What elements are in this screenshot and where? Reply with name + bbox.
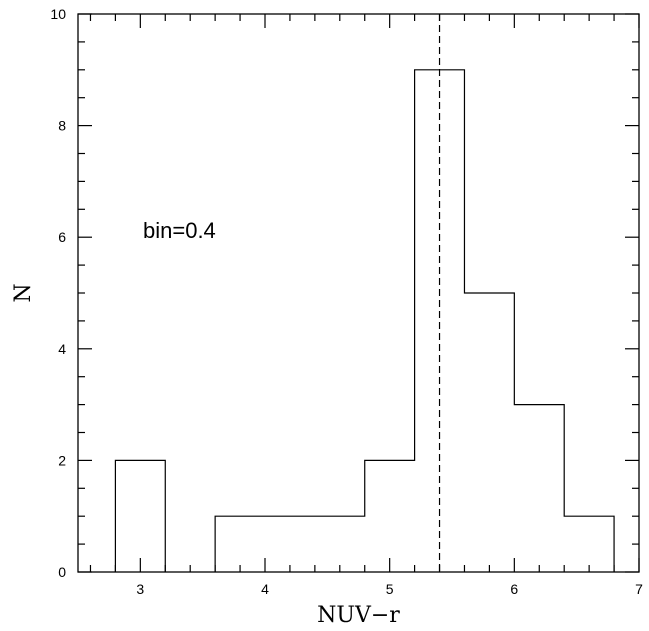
y-tick-label: 2 [58,452,66,468]
x-tick-labels: 3 4 5 6 7 [136,581,643,597]
x-tick-label: 3 [136,581,144,597]
major-ticks [78,13,640,573]
y-tick-label: 6 [58,229,66,245]
x-tick-label: 4 [261,581,269,597]
y-axis-label: N [11,283,36,302]
y-tick-label: 4 [58,341,66,357]
x-axis-label: NUV−r [317,603,400,628]
x-tick-label: 6 [510,581,518,597]
bin-width-annotation: bin=0.4 [143,218,216,243]
histogram-outline [114,69,615,572]
y-tick-label: 0 [58,564,66,580]
x-tick-label: 7 [635,581,643,597]
y-tick-label: 8 [58,118,66,134]
minor-ticks [78,14,639,572]
x-tick-label: 5 [386,581,394,597]
plot-frame [77,13,640,573]
y-tick-labels: 0 2 4 6 8 10 [50,6,66,580]
y-tick-label: 10 [50,6,66,22]
